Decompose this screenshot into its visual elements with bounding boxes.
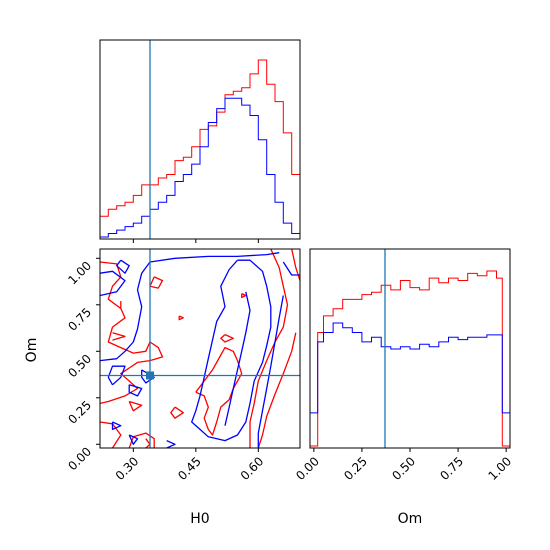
x-axis-title-h0: H0 xyxy=(190,511,209,527)
om-hist-series-blue xyxy=(310,322,510,414)
red-contour-7 xyxy=(178,315,184,321)
om-hist-series-red xyxy=(310,270,510,447)
joint-x-tick-label-1: 0.45 xyxy=(175,454,204,483)
om-marginal-histogram: 0.00 0.25 0.50 0.75 1.00 xyxy=(293,248,514,483)
om-x-tick-label-1: 0.25 xyxy=(341,454,370,483)
h0-marginal-histogram xyxy=(99,39,301,243)
joint-y-tick-label-4: 1.00 xyxy=(65,259,94,288)
h0-hist-series-red xyxy=(100,59,300,217)
blue-contour-7 xyxy=(100,270,126,297)
om-x-tick-label-0: 0.00 xyxy=(293,454,322,483)
blue-contour-4 xyxy=(282,261,300,276)
blue-contour-1 xyxy=(116,259,130,274)
om-x-tick-label-2: 0.50 xyxy=(389,454,418,483)
red-contour-9 xyxy=(241,293,247,299)
h0-om-contour-panel: 0.30 0.45 0.60 0.00 0.25 0.50 0.75 1.00 xyxy=(65,248,301,483)
red-contour-1 xyxy=(291,249,300,281)
blue-contour-5 xyxy=(257,295,284,448)
red-contour-6 xyxy=(149,276,164,289)
joint-panel-frame xyxy=(99,248,301,449)
joint-y-tick-label-1: 0.25 xyxy=(65,398,94,427)
joint-truth-marker xyxy=(146,371,154,380)
red-contour-14 xyxy=(128,400,143,412)
red-contour-8 xyxy=(220,334,234,343)
x-axis-title-om: Om xyxy=(398,511,423,527)
red-contour-11 xyxy=(112,332,126,341)
joint-y-tick-label-3: 0.75 xyxy=(65,305,94,334)
red-contour-12 xyxy=(195,346,243,436)
red-contour-13 xyxy=(170,406,184,419)
joint-x-tick-label-0: 0.30 xyxy=(113,454,142,483)
joint-x-tick-label-2: 0.60 xyxy=(238,454,267,483)
joint-y-tick-label-0: 0.00 xyxy=(65,445,94,474)
red-contour-2 xyxy=(257,332,297,448)
blue-contour-0 xyxy=(100,252,280,362)
y-axis-title-om: Om xyxy=(24,338,40,363)
blue-contour-11 xyxy=(128,434,139,445)
blue-contour-6 xyxy=(107,365,126,386)
blue-contour-10 xyxy=(166,440,176,448)
blue-contour-8 xyxy=(128,384,143,397)
joint-plot-area xyxy=(100,249,300,448)
om-x-tick-label-3: 0.75 xyxy=(437,454,466,483)
blue-contour-3 xyxy=(224,291,251,426)
red-contour-4 xyxy=(100,421,122,448)
h0-panel-frame xyxy=(99,39,301,240)
joint-y-tick-label-2: 0.50 xyxy=(65,352,94,381)
red-contour-0 xyxy=(249,249,289,448)
red-contour-3 xyxy=(100,261,164,405)
blue-contour-9 xyxy=(111,421,122,431)
blue-contour-2 xyxy=(191,259,272,442)
om-x-tick-label-4: 1.00 xyxy=(485,454,514,483)
h0-hist-series-blue xyxy=(100,97,300,238)
